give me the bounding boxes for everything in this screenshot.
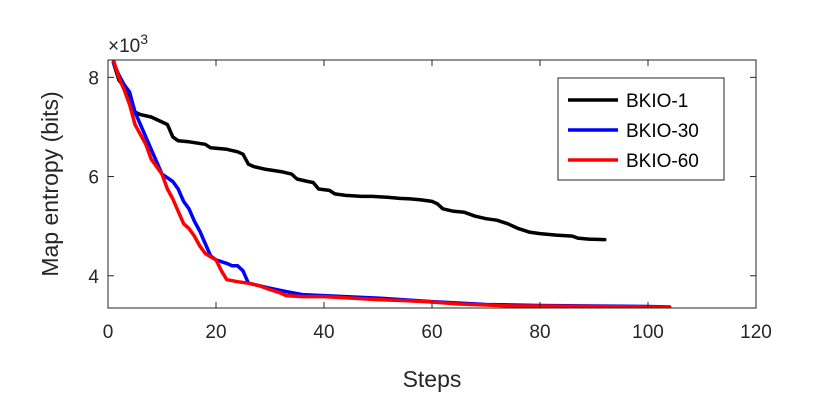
x-axis-label: Steps xyxy=(403,366,462,392)
legend-label-bkio-1: BKIO-1 xyxy=(626,91,688,112)
plot-area xyxy=(111,60,672,308)
y-axis-exponent-power: 3 xyxy=(140,31,148,47)
x-tick-label: 0 xyxy=(103,322,114,343)
x-tick-label: 100 xyxy=(632,322,664,343)
x-tick-label: 20 xyxy=(205,322,226,343)
x-tick-label: 60 xyxy=(421,322,442,343)
y-axis-exponent: ×103 xyxy=(108,31,148,57)
y-tick-label: 4 xyxy=(88,267,99,288)
y-axis-exponent-base: ×10 xyxy=(108,36,140,57)
axes: 0 20 40 60 80 100 120 4 6 8 xyxy=(88,59,772,343)
series-line-bkio-1 xyxy=(111,60,607,242)
y-tick-label: 6 xyxy=(88,168,99,189)
x-tick-label: 80 xyxy=(529,322,550,343)
y-tick-label: 8 xyxy=(88,68,99,89)
legend-label-bkio-30: BKIO-30 xyxy=(626,121,699,142)
axis-labels: Steps Map entropy (bits) ×103 xyxy=(37,31,461,392)
series-line-bkio-60 xyxy=(111,60,672,308)
legend-label-bkio-60: BKIO-60 xyxy=(626,151,699,172)
x-tick-label: 40 xyxy=(313,322,334,343)
x-tick-label: 120 xyxy=(740,322,772,343)
y-axis-label: Map entropy (bits) xyxy=(37,91,63,276)
series-lines xyxy=(111,60,672,308)
legend: BKIO-1 BKIO-30 BKIO-60 xyxy=(557,77,725,181)
